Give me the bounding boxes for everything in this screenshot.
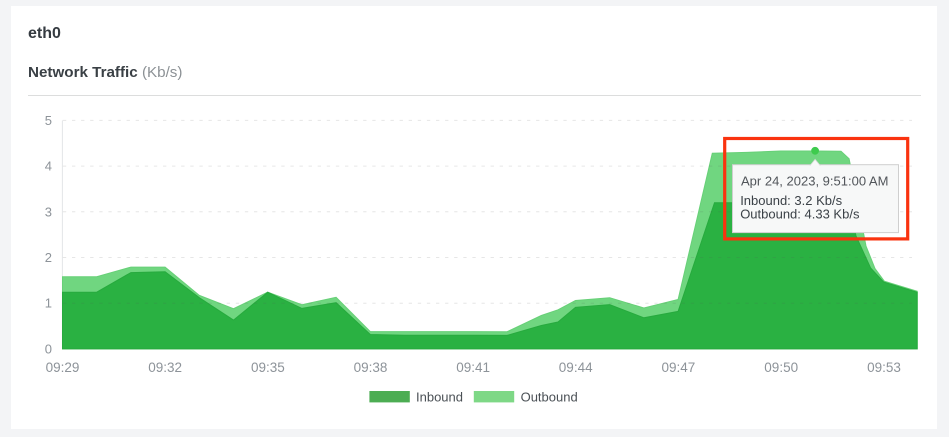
- svg-text:09:53: 09:53: [867, 360, 901, 375]
- svg-text:Apr 24, 2023, 9:51:00 AM: Apr 24, 2023, 9:51:00 AM: [741, 173, 888, 188]
- svg-text:Outbound: Outbound: [521, 390, 578, 405]
- svg-text:09:50: 09:50: [764, 360, 798, 375]
- svg-text:0: 0: [45, 341, 52, 356]
- svg-text:09:29: 09:29: [46, 360, 80, 375]
- svg-text:09:38: 09:38: [354, 360, 388, 375]
- svg-text:09:41: 09:41: [456, 360, 490, 375]
- svg-text:4: 4: [45, 159, 52, 174]
- svg-text:Outbound: 4.33 Kb/s: Outbound: 4.33 Kb/s: [740, 206, 860, 221]
- svg-text:Inbound: Inbound: [416, 390, 463, 405]
- svg-text:09:44: 09:44: [559, 360, 593, 375]
- svg-text:Inbound: 3.2 Kb/s: Inbound: 3.2 Kb/s: [740, 193, 842, 208]
- svg-text:09:35: 09:35: [251, 360, 285, 375]
- svg-text:1: 1: [45, 296, 52, 311]
- svg-text:5: 5: [45, 113, 52, 128]
- svg-text:09:47: 09:47: [662, 360, 696, 375]
- svg-text:2: 2: [45, 250, 52, 265]
- svg-text:09:32: 09:32: [148, 360, 182, 375]
- svg-text:3: 3: [45, 204, 52, 219]
